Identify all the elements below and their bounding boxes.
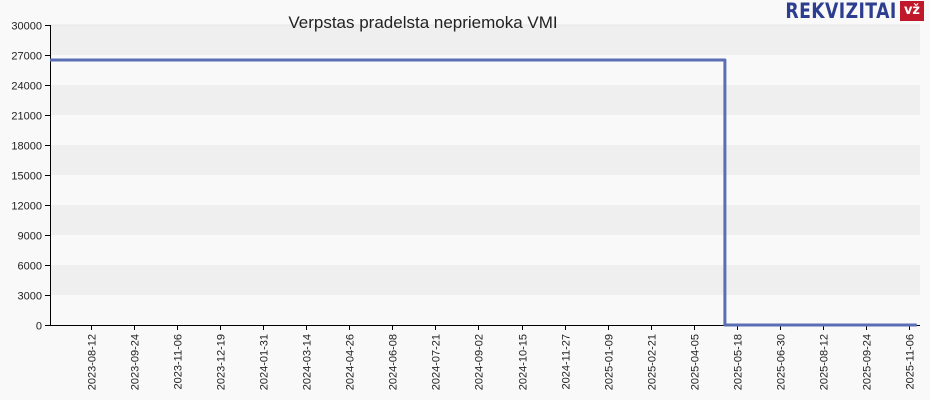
x-tick-label: 2023-09-24 bbox=[130, 334, 142, 390]
x-tick-label: 2023-12-19 bbox=[216, 334, 228, 390]
x-tick-label: 2024-10-15 bbox=[518, 334, 530, 390]
grid-band bbox=[50, 205, 920, 235]
y-tick-label: 15000 bbox=[11, 171, 42, 183]
y-tick-label: 0 bbox=[36, 321, 42, 333]
x-tick-label: 2024-01-31 bbox=[259, 334, 271, 390]
rekvizitai-logo[interactable]: REKVIZITAI vž bbox=[761, 0, 924, 22]
y-tick-label: 9000 bbox=[18, 231, 42, 243]
x-tick-label: 2023-08-12 bbox=[87, 334, 99, 390]
x-tick-label: 2023-11-06 bbox=[173, 334, 185, 389]
logo-badge: vž bbox=[899, 1, 924, 21]
x-tick-label: 2024-09-02 bbox=[474, 334, 486, 390]
grid-band bbox=[50, 235, 920, 265]
x-tick-label: 2024-03-14 bbox=[302, 334, 314, 390]
y-tick-label: 12000 bbox=[11, 201, 42, 213]
grid-band bbox=[50, 115, 920, 145]
y-tick-label: 6000 bbox=[18, 261, 42, 273]
x-tick-label: 2025-06-30 bbox=[776, 334, 788, 390]
grid-band bbox=[50, 175, 920, 205]
x-tick-label: 2025-01-09 bbox=[604, 334, 616, 390]
x-tick-label: 2025-09-24 bbox=[862, 334, 874, 390]
grid-band bbox=[50, 25, 920, 55]
x-tick-label: 2024-11-27 bbox=[561, 334, 573, 389]
grid-band bbox=[50, 145, 920, 175]
grid-band bbox=[50, 85, 920, 115]
x-tick-label: 2025-04-05 bbox=[690, 334, 702, 390]
grid-band bbox=[50, 295, 920, 325]
grid-band bbox=[50, 265, 920, 295]
x-tick-label: 2025-02-21 bbox=[647, 334, 659, 390]
y-tick-label: 21000 bbox=[11, 111, 42, 123]
x-tick-label: 2024-07-21 bbox=[431, 334, 443, 390]
y-tick-label: 3000 bbox=[18, 291, 42, 303]
y-tick-label: 27000 bbox=[11, 51, 42, 63]
x-tick-label: 2025-08-12 bbox=[819, 334, 831, 390]
x-tick-label: 2025-05-18 bbox=[733, 334, 745, 390]
chart-title: Verpstas pradelsta nepriemoka VMI bbox=[288, 13, 558, 32]
x-tick-label: 2025-11-06 bbox=[905, 334, 917, 389]
y-tick-label: 30000 bbox=[11, 21, 42, 33]
y-tick-label: 24000 bbox=[11, 81, 42, 93]
x-tick-label: 2024-04-26 bbox=[345, 334, 357, 390]
data-series-line bbox=[50, 58, 917, 327]
x-tick-label: 2024-06-08 bbox=[388, 334, 400, 390]
logo-text: REKVIZITAI bbox=[785, 0, 897, 23]
y-tick-label: 18000 bbox=[11, 141, 42, 153]
